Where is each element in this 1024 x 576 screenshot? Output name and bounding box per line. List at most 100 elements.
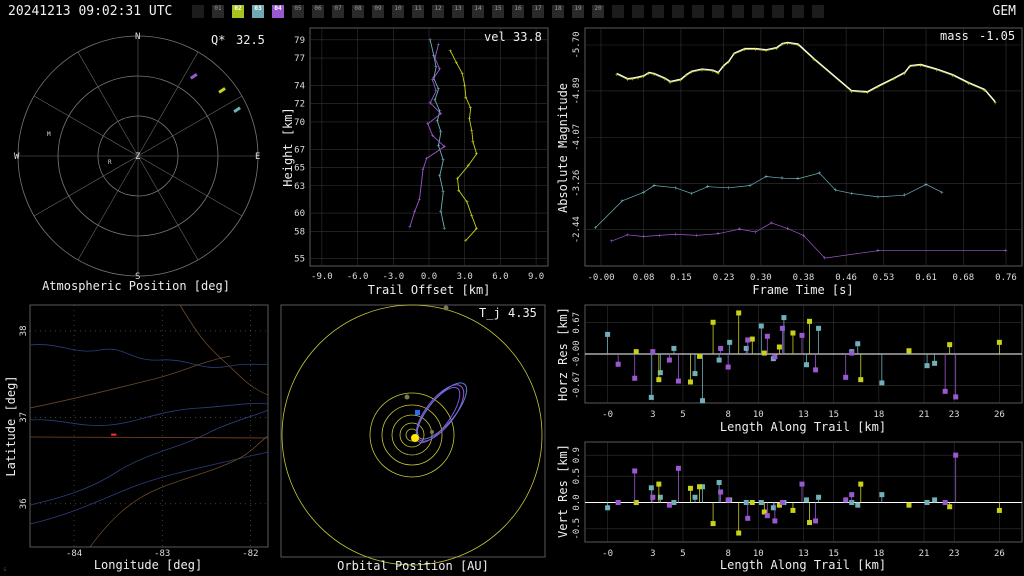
residual-marker xyxy=(692,371,698,377)
magnitude-point: + xyxy=(690,190,694,197)
trail-point: + xyxy=(475,226,479,233)
station-indicator xyxy=(752,5,764,18)
residual-marker xyxy=(697,484,703,490)
residual-marker xyxy=(648,485,654,491)
magnitude-point: + xyxy=(786,226,790,233)
x-tick-label: 13 xyxy=(798,410,809,420)
magnitude-plot: -0.00 0.08 0.15 0.23 0.30 0.38 0.46 0.53 0.61 0.6… xyxy=(556,28,1022,297)
map-panel-frame xyxy=(29,304,269,548)
residual-marker xyxy=(656,481,662,487)
trail-point: + xyxy=(463,82,467,89)
magnitude-point: + xyxy=(1004,248,1008,255)
residual-marker xyxy=(633,500,639,506)
magnitude-point: + xyxy=(674,185,678,192)
trail-point: + xyxy=(434,64,438,71)
magnitude-point: + xyxy=(764,48,768,55)
residual-marker xyxy=(879,492,885,498)
residual-marker xyxy=(736,530,742,536)
trail-point: + xyxy=(456,175,460,182)
y-tick-label: 36 xyxy=(19,498,29,509)
station-indicator: 12 xyxy=(432,5,444,18)
azimuth-spoke xyxy=(137,155,243,217)
y-tick-label: -0.67 xyxy=(572,372,582,399)
state-line xyxy=(89,435,269,548)
trail-point: + xyxy=(464,94,468,101)
magnitude-point: + xyxy=(908,64,912,71)
x-tick-label: 15 xyxy=(828,410,839,420)
trail-point: + xyxy=(454,60,458,67)
magnitude-point: + xyxy=(802,232,806,239)
x-tick-label: 6.0 xyxy=(492,272,508,282)
y-tick-label: 0.67 xyxy=(572,312,582,334)
residual-marker xyxy=(657,494,663,500)
magnitude-point: + xyxy=(812,57,816,64)
vres-x-label: Length Along Trail [km] xyxy=(720,558,886,572)
tj-label: T_j xyxy=(479,306,501,320)
station-indicator: 18 xyxy=(552,5,564,18)
trail-point: + xyxy=(460,71,464,78)
meteoroid-orbit xyxy=(415,384,465,442)
x-tick-label: 0.38 xyxy=(793,273,815,283)
y-tick-label: 63 xyxy=(294,182,305,192)
trail-line-02 xyxy=(450,50,478,241)
magnitude-point: + xyxy=(738,226,742,233)
sun-marker xyxy=(411,434,419,442)
x-tick-label: 0.15 xyxy=(670,273,692,283)
trail-point: + xyxy=(464,237,468,244)
residual-marker xyxy=(790,507,796,513)
station-indicator: 07 xyxy=(332,5,344,18)
magnitude-point: + xyxy=(919,62,923,69)
residual-marker xyxy=(761,350,767,356)
planet-marker xyxy=(404,394,410,400)
station-indicator: 04 xyxy=(272,5,284,18)
planet-marker xyxy=(430,430,434,434)
residual-marker xyxy=(761,509,767,515)
station-indicator xyxy=(772,5,784,18)
trail-point: + xyxy=(431,133,435,140)
x-tick-label: -82 xyxy=(242,549,258,559)
residual-marker xyxy=(657,370,663,376)
residual-marker xyxy=(671,500,677,506)
station-indicator xyxy=(672,5,684,18)
station-indicator: 16 xyxy=(512,5,524,18)
magnitude-point: + xyxy=(983,87,987,94)
residual-marker xyxy=(764,513,770,519)
q-star-value: 32.5 xyxy=(236,33,265,47)
trail-point: + xyxy=(448,48,452,55)
trail-point: + xyxy=(469,105,473,112)
magnitude-point: + xyxy=(786,40,790,47)
y-tick-label: 72 xyxy=(294,100,305,110)
outer-orbit xyxy=(281,304,543,566)
x-tick-label: 5 xyxy=(680,549,685,559)
magnitude-point: + xyxy=(770,220,774,227)
station-indicator: 05 xyxy=(292,5,304,18)
residual-marker xyxy=(648,394,654,400)
trail-point: + xyxy=(425,155,429,162)
trail-point: + xyxy=(475,151,479,158)
magnitude-point: + xyxy=(796,176,800,183)
residual-marker xyxy=(924,500,930,506)
trail-line-04 xyxy=(409,44,446,227)
residual-marker xyxy=(736,310,742,316)
residual-marker xyxy=(605,505,611,511)
magnitude-point: + xyxy=(722,64,726,71)
residual-marker xyxy=(718,489,724,495)
orbit-plot: T_j 4.35 Orbital Position [AU] xyxy=(281,304,543,573)
residual-marker xyxy=(615,361,621,367)
y-tick-label: 38 xyxy=(19,326,29,337)
residual-marker xyxy=(843,374,849,380)
azimuth-spoke xyxy=(137,155,199,261)
magnitude-line-02 xyxy=(616,42,996,104)
residual-marker xyxy=(879,380,885,386)
residual-marker xyxy=(615,500,621,506)
vertical-residual-plot: -0 3 5 8 10 13 15 18 21 23 26 0.9 0.5 0.0 -0.5 Length … xyxy=(556,442,1022,572)
azimuth-spoke xyxy=(33,95,139,157)
earth-marker xyxy=(415,410,420,415)
trail-point: + xyxy=(441,189,445,196)
residual-marker xyxy=(932,497,938,503)
trail-point: + xyxy=(437,143,441,150)
trail-point: + xyxy=(428,37,432,44)
mass-label: mass xyxy=(940,29,969,43)
polar-x-label: Atmospheric Position [deg] xyxy=(42,279,230,293)
